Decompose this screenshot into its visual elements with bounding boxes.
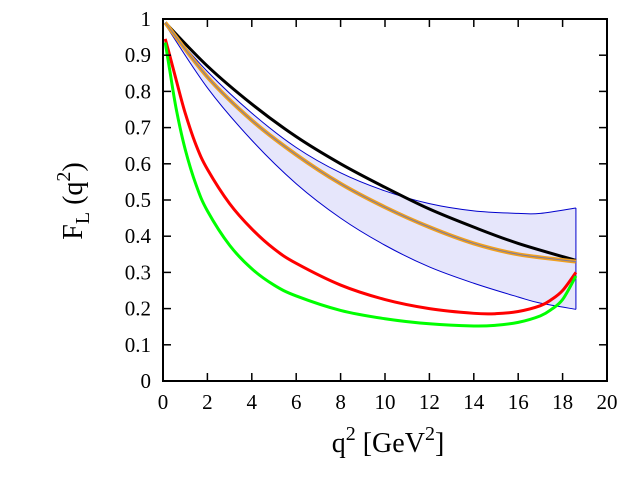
- series-line-2: [163, 38, 578, 316]
- x-axis-title-sup: 2: [346, 423, 356, 445]
- x-tick-label: 4: [247, 390, 258, 414]
- x-axis-title-unit-open: [GeV: [356, 428, 425, 459]
- x-tick-label: 10: [375, 390, 396, 414]
- x-axis-title-unit-close: ]: [435, 428, 444, 459]
- series-line-3: [163, 42, 578, 328]
- x-axis-title: q2 [GeV2]: [332, 423, 445, 459]
- y-tick-label: 0.3: [125, 260, 151, 284]
- y-tick-label: 1: [141, 7, 152, 31]
- y-axis-title-sup: 2: [53, 172, 75, 182]
- x-tick-label: 6: [291, 390, 302, 414]
- series-line-0: [164, 21, 577, 262]
- band-lower-edge: [164, 24, 577, 310]
- series-layer: [163, 21, 578, 328]
- band-fill: [165, 24, 576, 310]
- y-tick-labels: 0 0.1 0.2 0.3 0.4 0.5 0.6 0.7 0.8 0.9 1: [125, 7, 152, 393]
- x-tick-label: 20: [597, 390, 618, 414]
- x-tick-label: 8: [335, 390, 346, 414]
- y-axis-title-close: ): [58, 162, 89, 171]
- y-tick-label: 0.5: [125, 188, 151, 212]
- y-axis-title: FL (q2): [53, 162, 94, 239]
- series-line-1-inner: [164, 22, 576, 263]
- y-tick-label: 0.1: [125, 333, 151, 357]
- y-axis-title-sub: L: [72, 212, 94, 224]
- y-tick-label: 0.4: [125, 224, 152, 248]
- x-axis-title-main: q: [332, 428, 346, 459]
- y-tick-label: 0.8: [125, 79, 151, 103]
- plot-frame: [162, 18, 608, 382]
- x-tick-labels: 0 2 4 6 8 10 12 14 16 18 20: [158, 390, 618, 414]
- uncertainty-band-layer: [164, 24, 577, 310]
- y-tick-label: 0.7: [125, 116, 151, 140]
- y-tick-label: 0.9: [125, 43, 151, 67]
- y-tick-label: 0.2: [125, 297, 151, 321]
- x-tick-label: 18: [552, 390, 573, 414]
- x-tick-label: 16: [508, 390, 529, 414]
- x-axis-title-unit-sup: 2: [425, 423, 435, 445]
- x-tick-label: 2: [202, 390, 213, 414]
- y-tick-label: 0.6: [125, 152, 151, 176]
- band-upper-edge: [164, 24, 576, 215]
- y-axis-title-open: (q: [58, 182, 89, 212]
- x-tick-label: 14: [463, 390, 485, 414]
- y-axis-title-main: F: [58, 224, 89, 240]
- y-tick-label: 0: [141, 369, 152, 393]
- x-tick-label: 12: [419, 390, 440, 414]
- x-tick-label: 0: [158, 390, 169, 414]
